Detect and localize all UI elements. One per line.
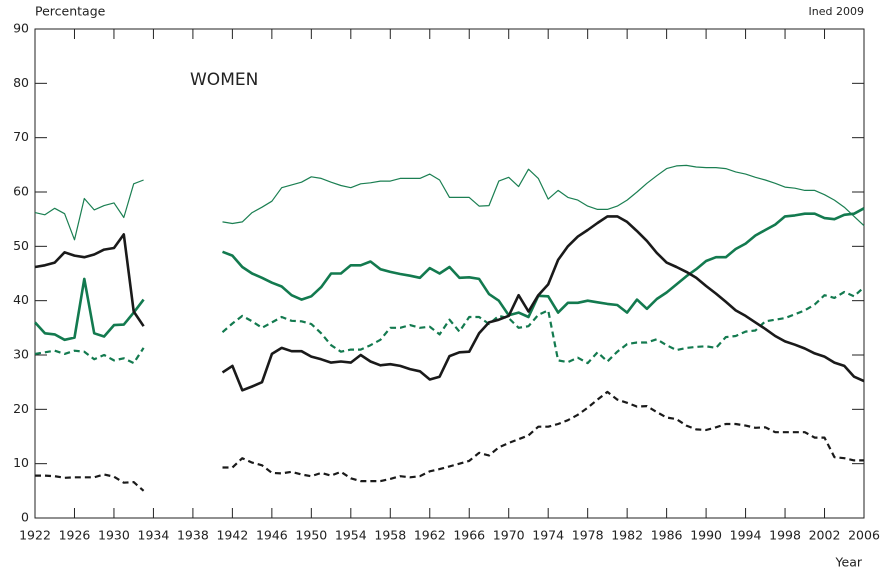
y-tick-label: 40 xyxy=(13,292,29,307)
x-tick-label: 1998 xyxy=(769,528,801,543)
x-tick-label: 1986 xyxy=(651,528,683,543)
x-tick-label: 1930 xyxy=(98,528,130,543)
y-tick-label: 20 xyxy=(13,401,29,416)
series-line xyxy=(34,286,865,365)
x-tick-label: 1970 xyxy=(493,528,525,543)
x-tick-label: 1938 xyxy=(177,528,209,543)
series-line xyxy=(34,164,865,241)
y-tick-label: 30 xyxy=(13,347,29,362)
x-tick-label: 1958 xyxy=(374,528,406,543)
x-axis-label: Year xyxy=(835,555,863,570)
x-tick-label: 1922 xyxy=(19,528,51,543)
y-tick-label: 0 xyxy=(21,510,29,525)
y-axis-label: Percentage xyxy=(35,4,106,19)
y-tick-label: 90 xyxy=(13,21,29,36)
series-line xyxy=(34,207,865,342)
x-tick-label: 1966 xyxy=(453,528,485,543)
x-tick-label: 1954 xyxy=(335,528,367,543)
x-tick-label: 1962 xyxy=(414,528,446,543)
x-tick-label: 1942 xyxy=(216,528,248,543)
x-tick-label: 2006 xyxy=(848,528,880,543)
y-tick-label: 70 xyxy=(13,129,29,144)
x-tick-label: 1994 xyxy=(730,528,762,543)
x-tick-label: 1974 xyxy=(532,528,564,543)
series-line xyxy=(34,215,865,392)
y-tick-label: 50 xyxy=(13,238,29,253)
x-tick-label: 1990 xyxy=(690,528,722,543)
x-tick-label: 1934 xyxy=(138,528,170,543)
x-tick-label: 1978 xyxy=(572,528,604,543)
x-tick-label: 2002 xyxy=(809,528,841,543)
x-tick-label: 1946 xyxy=(256,528,288,543)
x-tick-label: 1982 xyxy=(611,528,643,543)
y-tick-label: 10 xyxy=(13,455,29,470)
x-tick-label: 1950 xyxy=(295,528,327,543)
annotation: WOMEN xyxy=(190,70,258,90)
y-tick-label: 80 xyxy=(13,75,29,90)
x-tick-label: 1926 xyxy=(59,528,91,543)
series-line xyxy=(35,390,864,492)
plot-frame xyxy=(34,28,865,519)
y-tick-label: 60 xyxy=(13,184,29,199)
source: Ined 2009 xyxy=(809,5,864,18)
